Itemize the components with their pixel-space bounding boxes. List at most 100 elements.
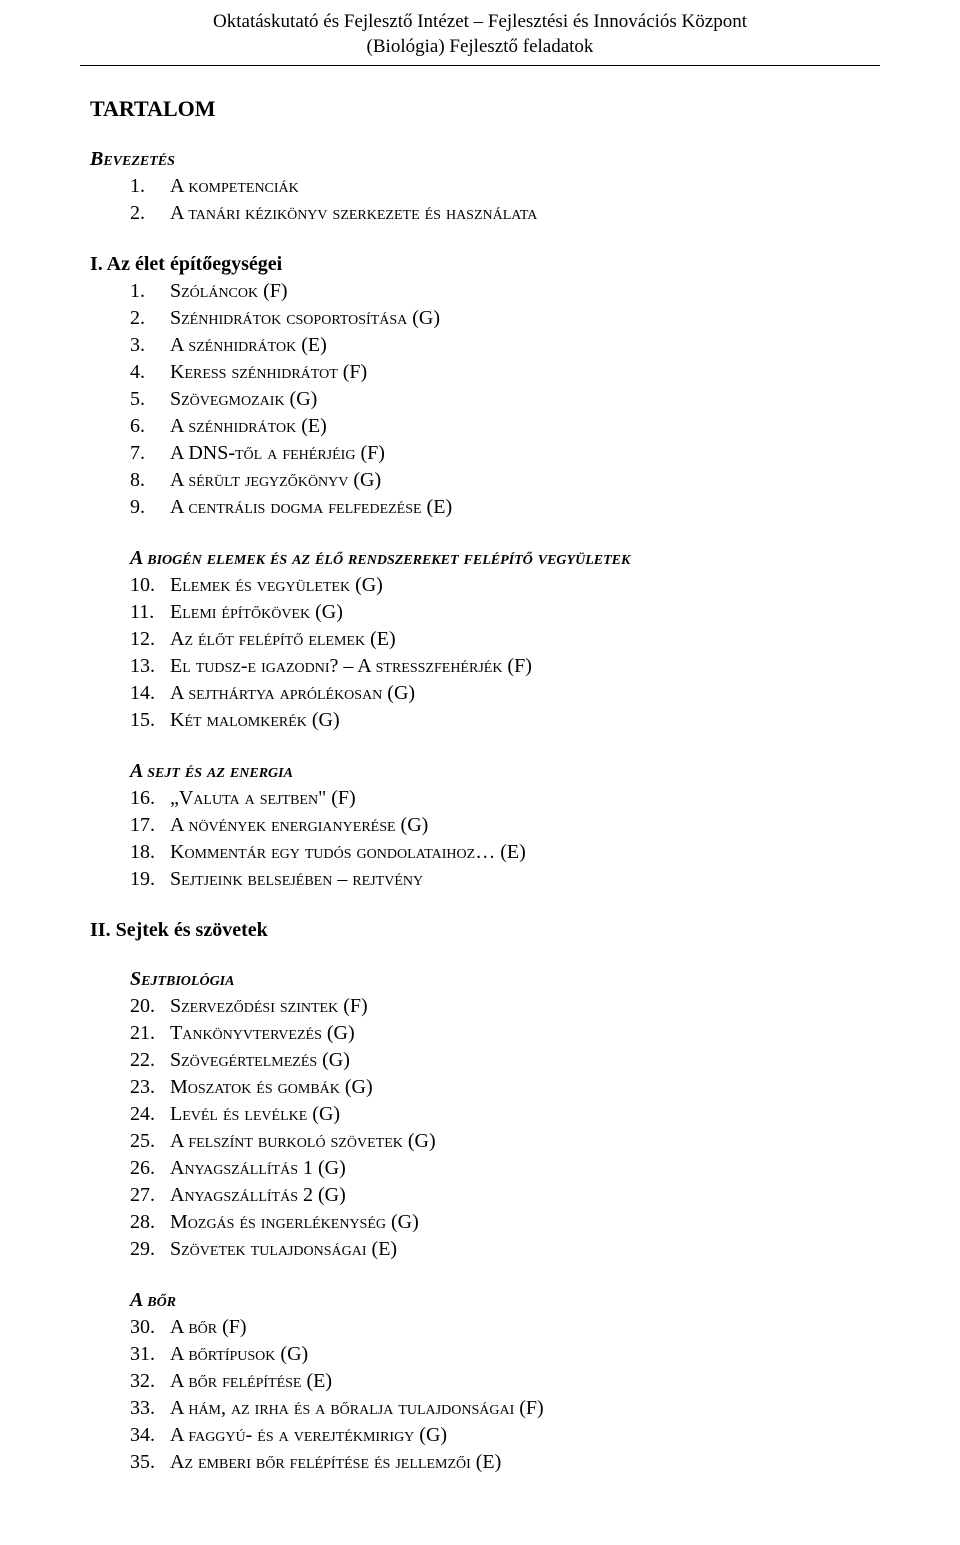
toc-item-label: Keress szénhidrátot (F) — [170, 359, 870, 386]
toc-item-number: 11. — [90, 599, 170, 626]
toc-line: 2.A tanári kézikönyv szerkezete és haszn… — [90, 200, 870, 227]
toc-item-number: 5. — [90, 386, 170, 413]
toc-item-number: 13. — [90, 653, 170, 680]
toc-item-label: El tudsz-e igazodni? – A stresszfehérjék… — [170, 653, 870, 680]
toc-line: 27.Anyagszállítás 2 (G) — [90, 1182, 870, 1209]
toc-item-label: A felszínt burkoló szövetek (G) — [170, 1128, 870, 1155]
toc-item-number: 24. — [90, 1101, 170, 1128]
toc-line: 14.A sejthártya aprólékosan (G) — [90, 680, 870, 707]
toc-line: 22.Szövegértelmezés (G) — [90, 1047, 870, 1074]
toc-item-label: Anyagszállítás 2 (G) — [170, 1182, 870, 1209]
toc-line: 16.„Valuta a sejtben" (F) — [90, 785, 870, 812]
toc-item-number: 28. — [90, 1209, 170, 1236]
toc-line: 1.Szóláncok (F) — [90, 278, 870, 305]
toc-item-number: 12. — [90, 626, 170, 653]
toc-line: 9.A centrális dogma felfedezése (E) — [90, 494, 870, 521]
toc-item-label: Moszatok és gombák (G) — [170, 1074, 870, 1101]
toc-line: 19.Sejtjeink belsejében – rejtvény — [90, 866, 870, 893]
toc-line: 15.Két malomkerék (G) — [90, 707, 870, 734]
toc-line: 30.A bőr (F) — [90, 1314, 870, 1341]
toc-sections: Bevezetés1.A kompetenciák2.A tanári kézi… — [90, 148, 870, 1476]
toc-line: 17.A növények energianyerése (G) — [90, 812, 870, 839]
toc-item-number: 19. — [90, 866, 170, 893]
toc-item-number: 29. — [90, 1236, 170, 1263]
toc-item-number: 27. — [90, 1182, 170, 1209]
toc-item-number: 7. — [90, 440, 170, 467]
toc-item-label: A szénhidrátok (E) — [170, 413, 870, 440]
toc-line: 33.A hám, az irha és a bőralja tulajdons… — [90, 1395, 870, 1422]
toc-item-label: „Valuta a sejtben" (F) — [170, 785, 870, 812]
toc-line: 28.Mozgás és ingerlékenység (G) — [90, 1209, 870, 1236]
toc-item-number: 15. — [90, 707, 170, 734]
toc-item-label: Anyagszállítás 1 (G) — [170, 1155, 870, 1182]
toc-item-label: Szövetek tulajdonságai (E) — [170, 1236, 870, 1263]
toc-item-label: A sejthártya aprólékosan (G) — [170, 680, 870, 707]
toc-line: 29.Szövetek tulajdonságai (E) — [90, 1236, 870, 1263]
toc-item-label: Az emberi bőr felépítése és jellemzői (E… — [170, 1449, 870, 1476]
toc-item-label: Mozgás és ingerlékenység (G) — [170, 1209, 870, 1236]
toc-line: 23.Moszatok és gombák (G) — [90, 1074, 870, 1101]
toc-line: 10.Elemek és vegyületek (G) — [90, 572, 870, 599]
toc-item-label: A DNS-től a fehérjéig (F) — [170, 440, 870, 467]
toc-item-label: A kompetenciák — [170, 173, 870, 200]
section-heading: Bevezetés — [90, 148, 870, 171]
toc-line: 8.A sérült jegyzőkönyv (G) — [90, 467, 870, 494]
toc-item-number: 23. — [90, 1074, 170, 1101]
toc-line: 3.A szénhidrátok (E) — [90, 332, 870, 359]
toc-item-number: 10. — [90, 572, 170, 599]
toc-item-number: 1. — [90, 173, 170, 200]
toc-line: 26.Anyagszállítás 1 (G) — [90, 1155, 870, 1182]
toc-item-label: Levél és levélke (G) — [170, 1101, 870, 1128]
section-heading: II. Sejtek és szövetek — [90, 919, 870, 942]
toc-item-number: 8. — [90, 467, 170, 494]
section-heading: A biogén elemek és az élő rendszereket f… — [90, 547, 870, 570]
toc-item-number: 16. — [90, 785, 170, 812]
toc-line: 20.Szerveződési szintek (F) — [90, 993, 870, 1020]
toc-line: 25.A felszínt burkoló szövetek (G) — [90, 1128, 870, 1155]
toc-item-label: Sejtjeink belsejében – rejtvény — [170, 866, 870, 893]
toc-line: 32.A bőr felépítése (E) — [90, 1368, 870, 1395]
toc-item-number: 32. — [90, 1368, 170, 1395]
toc-item-label: A bőr (F) — [170, 1314, 870, 1341]
toc-line: 21.Tankönyvtervezés (G) — [90, 1020, 870, 1047]
toc-line: 24.Levél és levélke (G) — [90, 1101, 870, 1128]
toc-item-number: 20. — [90, 993, 170, 1020]
toc-item-label: Szerveződési szintek (F) — [170, 993, 870, 1020]
toc-item-number: 21. — [90, 1020, 170, 1047]
toc-item-number: 30. — [90, 1314, 170, 1341]
toc-item-number: 4. — [90, 359, 170, 386]
page-header: Oktatáskutató és Fejlesztő Intézet – Fej… — [0, 0, 960, 59]
toc-line: 6.A szénhidrátok (E) — [90, 413, 870, 440]
toc-item-number: 3. — [90, 332, 170, 359]
section-heading: A bőr — [90, 1289, 870, 1312]
toc-item-label: Szóláncok (F) — [170, 278, 870, 305]
toc-item-number: 1. — [90, 278, 170, 305]
toc-line: 35.Az emberi bőr felépítése és jellemzői… — [90, 1449, 870, 1476]
toc-item-label: A bőr felépítése (E) — [170, 1368, 870, 1395]
toc-item-label: Elemi építőkövek (G) — [170, 599, 870, 626]
header-line-2: (Biológia) Fejlesztő feladatok — [0, 35, 960, 60]
toc-item-label: A sérült jegyzőkönyv (G) — [170, 467, 870, 494]
toc-item-number: 35. — [90, 1449, 170, 1476]
toc-item-number: 25. — [90, 1128, 170, 1155]
toc-line: 1.A kompetenciák — [90, 173, 870, 200]
toc-line: 12.Az élőt felépítő elemek (E) — [90, 626, 870, 653]
toc-item-number: 14. — [90, 680, 170, 707]
toc-item-label: Szénhidrátok csoportosítása (G) — [170, 305, 870, 332]
toc-line: 11.Elemi építőkövek (G) — [90, 599, 870, 626]
section-heading: I. Az élet építőegységei — [90, 253, 870, 276]
toc-line: 2.Szénhidrátok csoportosítása (G) — [90, 305, 870, 332]
toc-item-number: 2. — [90, 305, 170, 332]
toc-item-number: 17. — [90, 812, 170, 839]
toc-item-number: 22. — [90, 1047, 170, 1074]
toc-line: 18.Kommentár egy tudós gondolataihoz… (E… — [90, 839, 870, 866]
toc-line: 13.El tudsz-e igazodni? – A stresszfehér… — [90, 653, 870, 680]
toc-item-label: A tanári kézikönyv szerkezete és használ… — [170, 200, 870, 227]
toc-item-label: Tankönyvtervezés (G) — [170, 1020, 870, 1047]
toc-item-number: 9. — [90, 494, 170, 521]
toc-item-number: 26. — [90, 1155, 170, 1182]
page: Oktatáskutató és Fejlesztő Intézet – Fej… — [0, 0, 960, 1506]
toc-item-label: A bőrtípusok (G) — [170, 1341, 870, 1368]
toc-item-label: A szénhidrátok (E) — [170, 332, 870, 359]
toc-item-label: Az élőt felépítő elemek (E) — [170, 626, 870, 653]
